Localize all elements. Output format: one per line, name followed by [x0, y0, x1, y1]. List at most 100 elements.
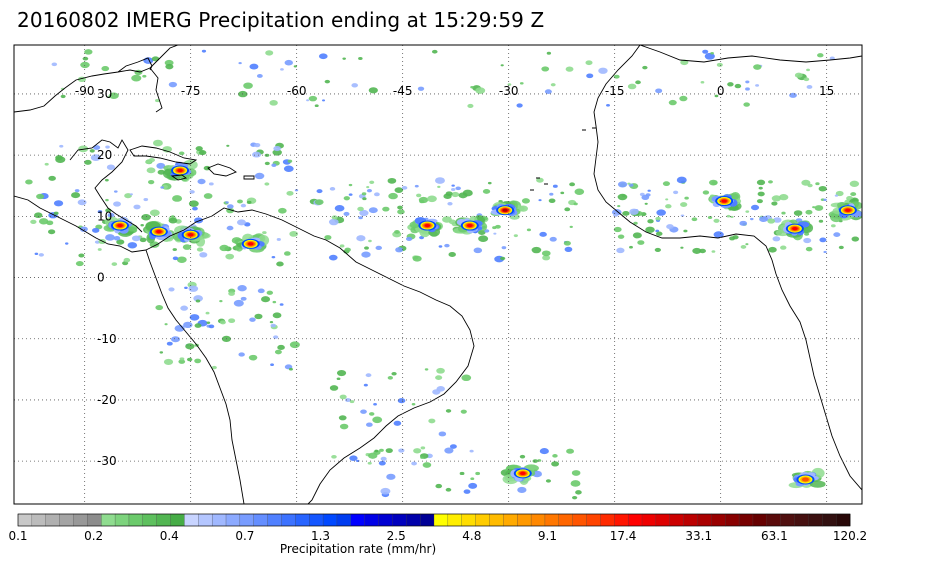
colorbar-tick-label: 33.1 — [685, 529, 712, 543]
precip-cell — [676, 176, 687, 184]
precip-cell — [460, 409, 467, 414]
precip-cell — [436, 367, 445, 374]
colorbar-tick-label: 9.1 — [538, 529, 557, 543]
precip-cell — [768, 180, 773, 184]
colorbar-swatch — [738, 513, 754, 527]
precip-cell — [679, 95, 688, 102]
precip-cell — [270, 323, 277, 328]
colorbar-swatch — [128, 513, 144, 527]
colorbar-swatch — [267, 513, 282, 527]
precip-cell — [289, 341, 300, 349]
precip-cell — [336, 377, 341, 381]
precip-cell — [101, 66, 110, 72]
precip-cell — [756, 179, 766, 186]
precip-cell — [632, 232, 642, 239]
precip-cell — [225, 253, 235, 260]
precip-cell — [617, 193, 628, 201]
precip-cell — [767, 218, 776, 224]
precip-cell — [702, 190, 710, 195]
precip-cell — [455, 186, 461, 191]
precip-cell — [240, 296, 247, 301]
precip-cell — [801, 179, 811, 186]
precip-cell — [665, 204, 672, 209]
colorbar-tick-label: 17.4 — [610, 529, 637, 543]
precip-cell — [655, 216, 661, 221]
precip-cell — [519, 454, 526, 459]
precip-cell — [105, 145, 110, 149]
precip-cell — [833, 232, 841, 237]
colorbar-tick-label: 4.8 — [462, 529, 481, 543]
precip-cell — [324, 79, 331, 84]
latitude-labels: 30 20 10 0 -10 -20 -30 — [97, 87, 117, 468]
precip-cell — [629, 208, 639, 215]
precip-cell — [334, 204, 345, 212]
precip-cell — [105, 234, 115, 241]
precip-cell — [339, 244, 345, 248]
precip-cell — [755, 84, 760, 87]
colorbar-swatch — [198, 513, 213, 527]
precip-cell — [272, 300, 277, 304]
precip-cell — [373, 402, 377, 406]
precip-cell — [269, 321, 274, 324]
precip-cell — [219, 320, 226, 325]
precip-cell — [339, 394, 347, 400]
precip-cell — [365, 373, 372, 378]
precip-cell — [411, 461, 417, 466]
precip-cell — [443, 193, 452, 199]
longitude-label: -60 — [287, 84, 307, 98]
precip-cell — [252, 151, 261, 158]
colorbar-swatch — [239, 513, 255, 527]
precip-cell — [189, 190, 195, 194]
precip-cell — [666, 224, 674, 230]
latitude-label: 20 — [97, 148, 112, 162]
precip-cell — [284, 251, 291, 256]
precip-core — [845, 208, 851, 212]
precip-cell — [487, 181, 492, 185]
precip-cell — [730, 215, 734, 219]
precip-cell — [436, 386, 445, 392]
precip-cell — [280, 68, 284, 71]
precip-core — [502, 208, 508, 212]
precip-cell — [397, 205, 403, 210]
precip-cell — [78, 253, 85, 258]
precip-cell — [194, 323, 202, 328]
precip-cell — [713, 218, 720, 223]
precip-cell — [108, 92, 119, 99]
precip-cell — [565, 66, 574, 72]
colorbar-swatch — [336, 513, 352, 527]
latitude-label: -30 — [97, 454, 117, 468]
precip-cell — [704, 52, 715, 60]
precip-cell — [606, 103, 611, 107]
precip-cell — [279, 303, 284, 306]
precip-cell — [692, 247, 702, 254]
precip-cell — [539, 231, 547, 237]
precip-cell — [369, 180, 375, 184]
colorbar-swatch — [641, 513, 657, 527]
precip-cell — [551, 461, 560, 467]
precip-cell — [104, 178, 109, 182]
precip-cell — [803, 77, 810, 82]
coastline-puerto-rico — [243, 175, 255, 180]
colorbar-swatch — [766, 513, 782, 527]
colorbar-tick-label: 1.3 — [311, 529, 330, 543]
colorbar-swatch — [697, 513, 712, 527]
precip-cell — [248, 354, 258, 361]
precip-cell — [79, 226, 88, 232]
precip-cell — [773, 217, 782, 223]
precip-cell — [172, 256, 179, 261]
precip-cell — [316, 189, 323, 194]
precip-cell — [174, 324, 185, 332]
precip-cell — [348, 183, 353, 187]
precip-cell — [549, 192, 554, 196]
precip-cell — [148, 180, 155, 185]
precip-cell — [283, 165, 294, 172]
precip-cell — [189, 314, 200, 321]
precip-cell — [815, 182, 820, 186]
precip-cell — [758, 186, 763, 190]
precip-cell — [622, 211, 630, 216]
precip-cell — [734, 83, 742, 89]
precip-cell — [358, 216, 363, 220]
precip-cell — [702, 49, 709, 54]
precip-cell — [273, 335, 279, 339]
